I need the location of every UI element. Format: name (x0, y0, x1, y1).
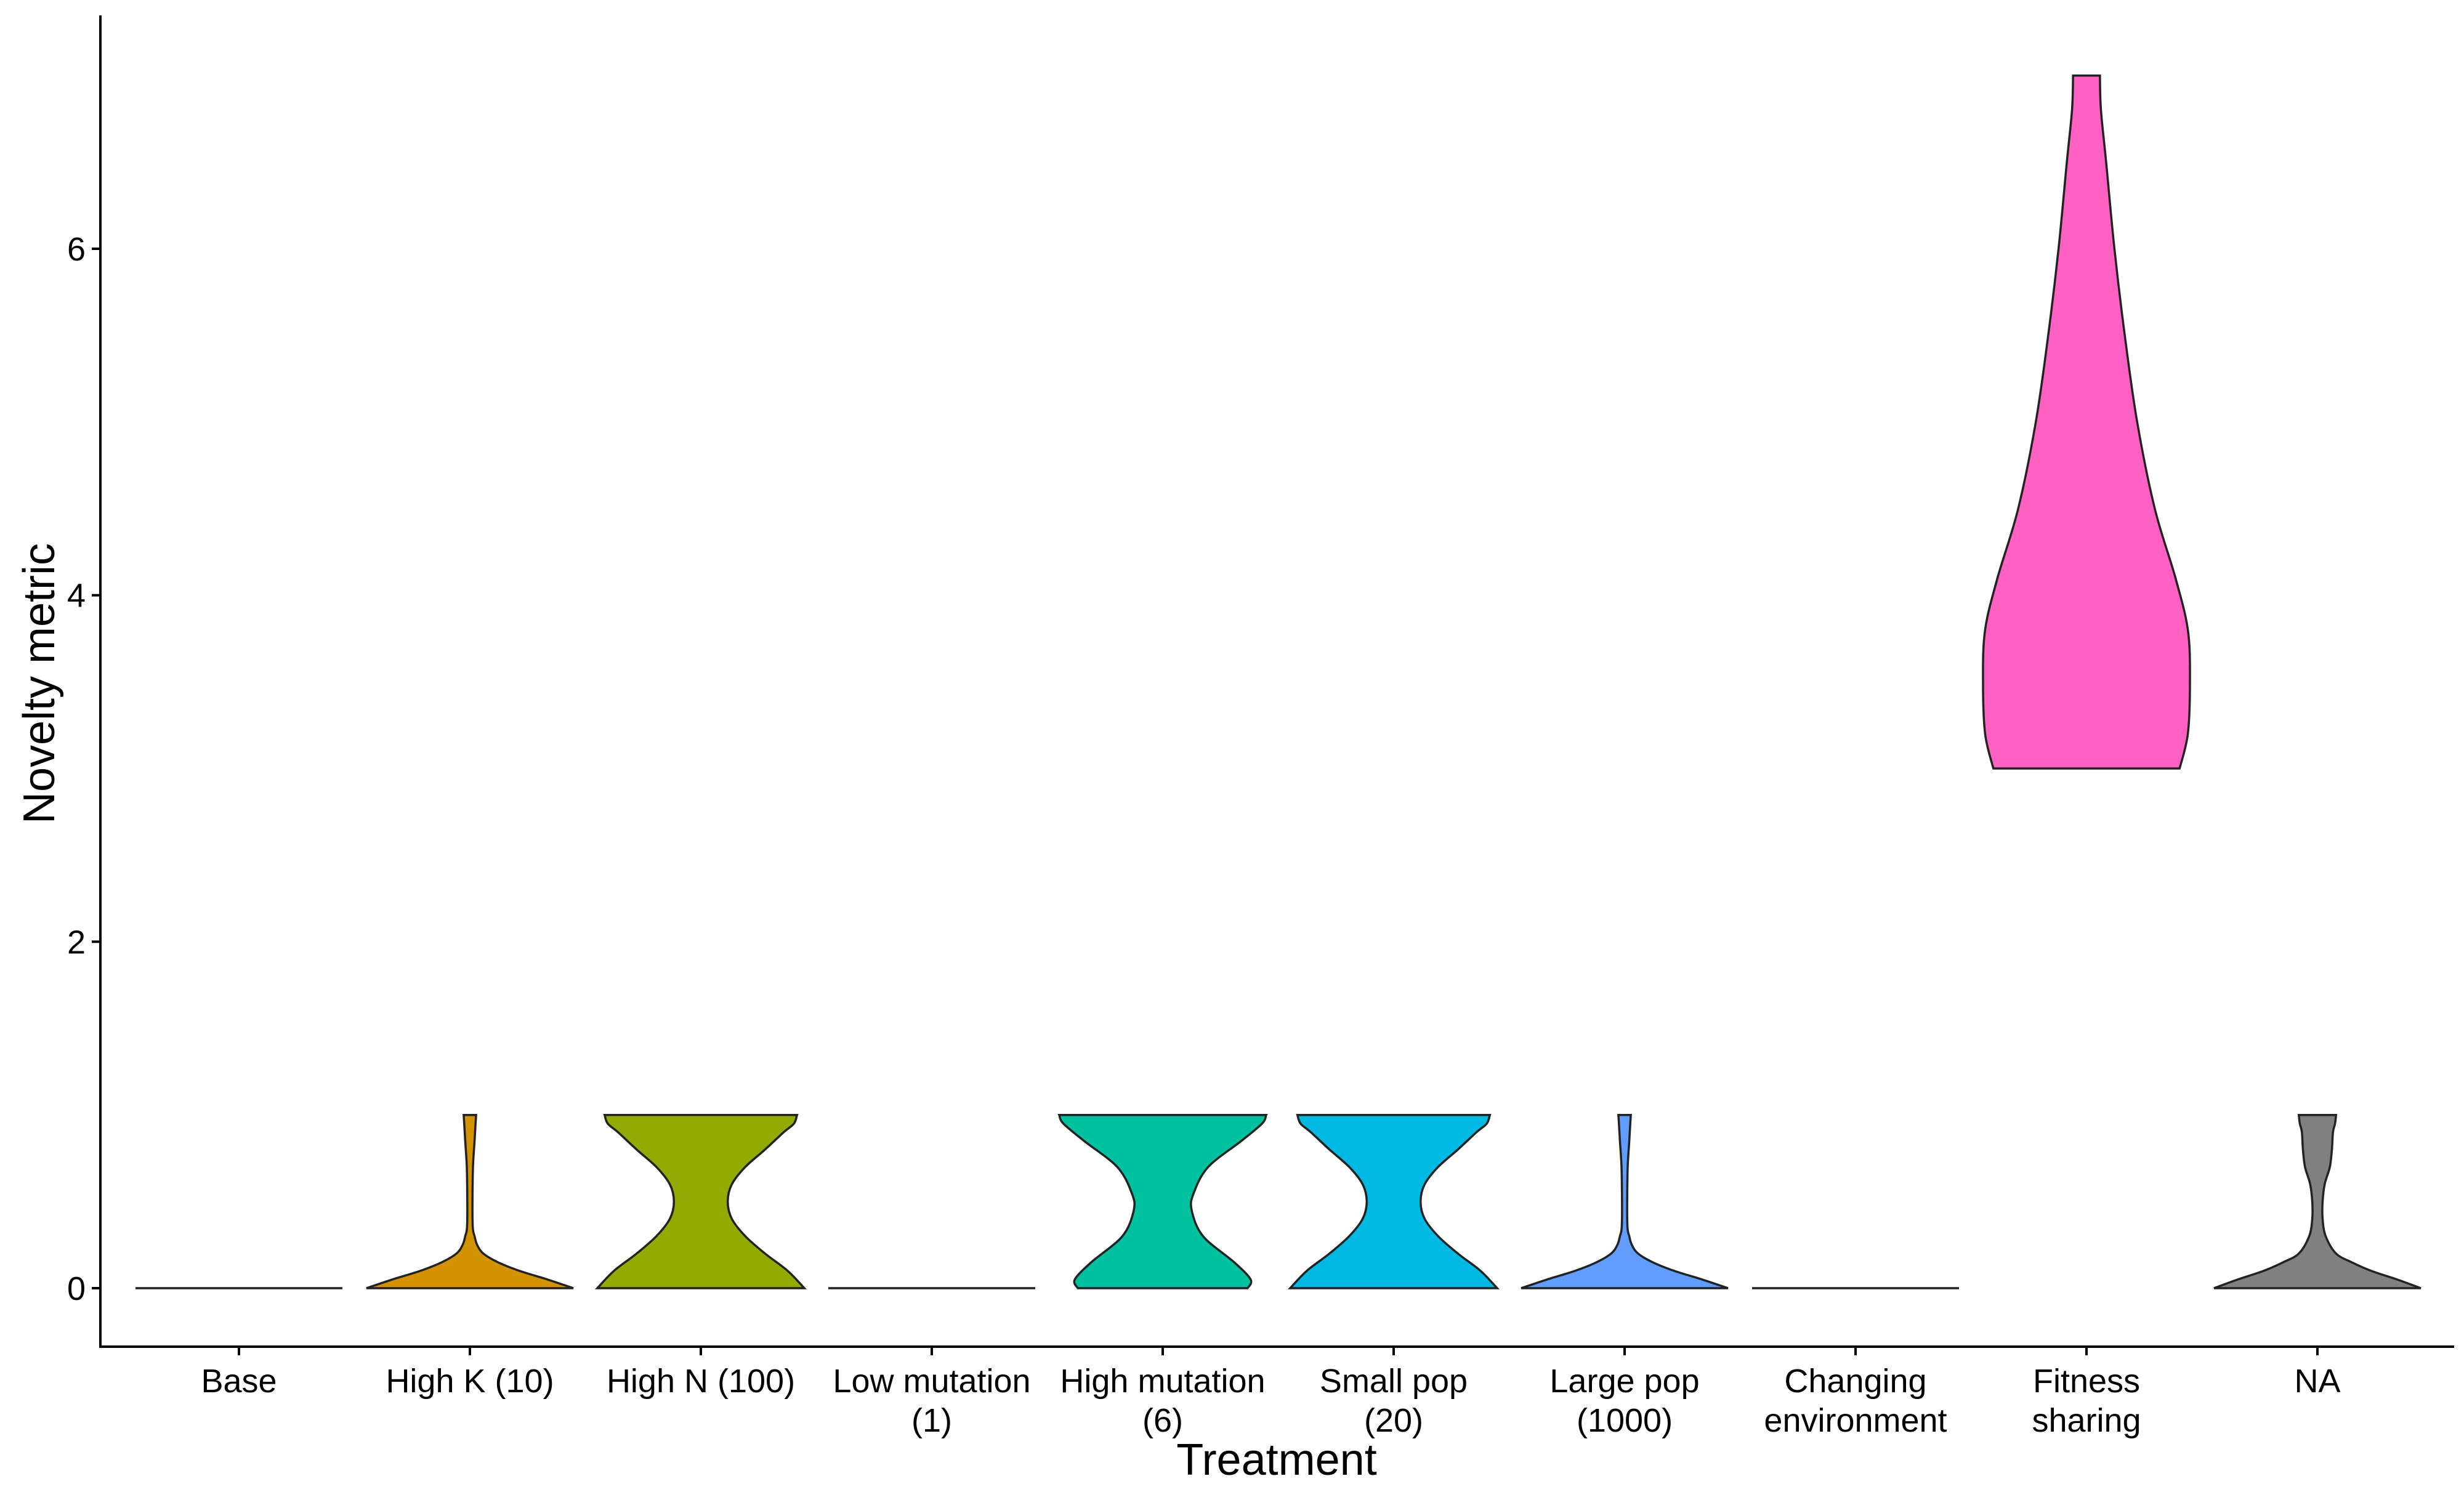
y-tick-label: 0 (67, 1270, 86, 1307)
violin-shape (1521, 1113, 1729, 1289)
x-tick-label: (6) (1142, 1402, 1183, 1439)
x-tick-label: Large pop (1549, 1363, 1699, 1400)
violin-shape (1057, 1113, 1268, 1289)
x-tick-label: (1) (911, 1402, 952, 1439)
violin-layer (135, 74, 2422, 1289)
x-axis-ticks: Base High K (10) High N (100) Low mutation(… (201, 1347, 2341, 1439)
x-tick-label: sharing (2032, 1402, 2141, 1439)
x-tick-label: (20) (1364, 1402, 1423, 1439)
x-tick-label: Fitness (2033, 1363, 2140, 1400)
y-tick-label: 2 (67, 924, 86, 961)
x-tick-label: NA (2294, 1363, 2340, 1400)
x-tick-label: Low mutation (833, 1363, 1030, 1400)
x-tick-label: High K (10) (386, 1363, 554, 1400)
x-tick-label: Changing (1784, 1363, 1926, 1400)
x-tick-label: (1000) (1577, 1402, 1673, 1439)
violin-shape (1982, 74, 2191, 770)
violin-shape (594, 1113, 807, 1289)
x-tick-label: environment (1764, 1402, 1947, 1439)
y-axis-ticks: 0 2 4 6 (67, 231, 100, 1307)
y-axis-title: Novelty metric (15, 543, 64, 824)
violin-shape (366, 1113, 574, 1289)
x-tick-label: High mutation (1060, 1363, 1265, 1400)
x-axis-title: Treatment (1176, 1435, 1376, 1485)
violin-shape (1287, 1113, 1500, 1289)
y-tick-label: 4 (67, 578, 86, 615)
violin-shape (2213, 1113, 2422, 1289)
x-tick-label: Small pop (1320, 1363, 1468, 1400)
x-tick-label: High N (100) (607, 1363, 795, 1400)
y-tick-label: 6 (67, 231, 86, 268)
x-tick-label: Base (201, 1363, 277, 1400)
